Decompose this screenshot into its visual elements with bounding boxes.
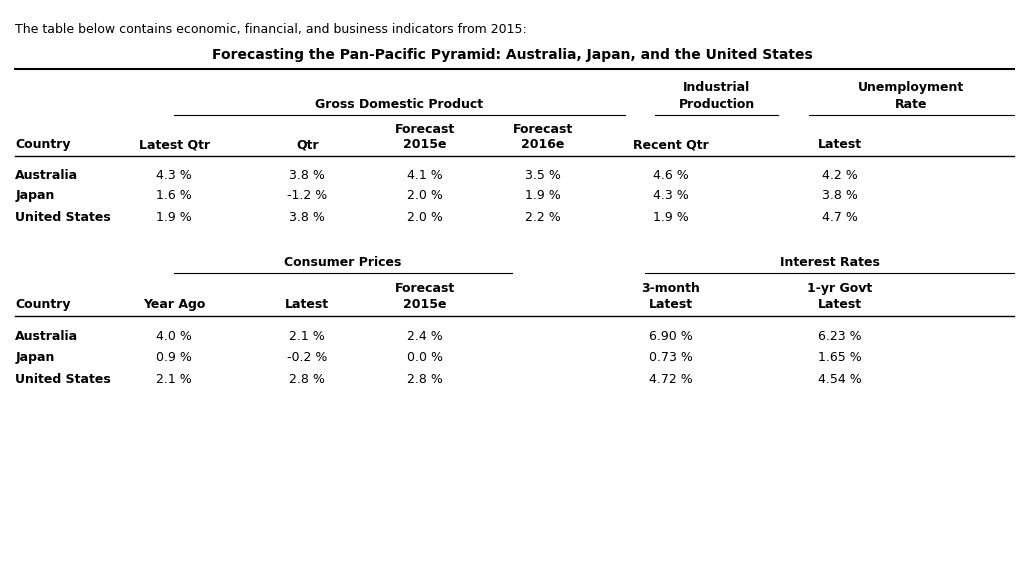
Text: 4.72 %: 4.72 % (649, 373, 692, 386)
Text: 4.3 %: 4.3 % (157, 169, 191, 182)
Text: Consumer Prices: Consumer Prices (285, 256, 401, 269)
Text: Forecast: Forecast (395, 282, 455, 295)
Text: 2015e: 2015e (403, 139, 446, 151)
Text: Production: Production (679, 98, 755, 111)
Text: 4.7 %: 4.7 % (821, 211, 858, 224)
Text: 4.54 %: 4.54 % (818, 373, 861, 386)
Text: 3-month: 3-month (641, 282, 700, 295)
Text: 2016e: 2016e (521, 139, 564, 151)
Text: 2.8 %: 2.8 % (407, 373, 443, 386)
Text: 2.2 %: 2.2 % (525, 211, 560, 224)
Text: Unemployment: Unemployment (858, 81, 965, 94)
Text: 0.0 %: 0.0 % (407, 351, 443, 364)
Text: 6.23 %: 6.23 % (818, 330, 861, 343)
Text: 1.65 %: 1.65 % (818, 351, 861, 364)
Text: 1.9 %: 1.9 % (525, 189, 560, 202)
Text: Forecasting the Pan-Pacific Pyramid: Australia, Japan, and the United States: Forecasting the Pan-Pacific Pyramid: Aus… (212, 48, 812, 62)
Text: 3.8 %: 3.8 % (821, 189, 858, 202)
Text: Rate: Rate (895, 98, 928, 111)
Text: United States: United States (15, 373, 112, 386)
Text: Industrial: Industrial (683, 81, 751, 94)
Text: 4.1 %: 4.1 % (408, 169, 442, 182)
Text: Qtr: Qtr (296, 139, 318, 151)
Text: 0.9 %: 0.9 % (156, 351, 193, 364)
Text: 2.8 %: 2.8 % (289, 373, 326, 386)
Text: Interest Rates: Interest Rates (779, 256, 880, 269)
Text: 2.4 %: 2.4 % (408, 330, 442, 343)
Text: 6.90 %: 6.90 % (649, 330, 692, 343)
Text: 2015e: 2015e (403, 298, 446, 311)
Text: Recent Qtr: Recent Qtr (633, 139, 709, 151)
Text: Forecast: Forecast (513, 123, 572, 136)
Text: 1.9 %: 1.9 % (157, 211, 191, 224)
Text: Australia: Australia (15, 330, 79, 343)
Text: 2.1 %: 2.1 % (290, 330, 325, 343)
Text: The table below contains economic, financial, and business indicators from 2015:: The table below contains economic, finan… (15, 23, 527, 36)
Text: 2.0 %: 2.0 % (407, 211, 443, 224)
Text: 4.0 %: 4.0 % (156, 330, 193, 343)
Text: Japan: Japan (15, 189, 54, 202)
Text: Latest: Latest (648, 298, 693, 311)
Text: 3.5 %: 3.5 % (524, 169, 561, 182)
Text: 1.6 %: 1.6 % (157, 189, 191, 202)
Text: 1.9 %: 1.9 % (653, 211, 688, 224)
Text: Forecast: Forecast (395, 123, 455, 136)
Text: Latest Qtr: Latest Qtr (138, 139, 210, 151)
Text: 1-yr Govt: 1-yr Govt (807, 282, 872, 295)
Text: Country: Country (15, 298, 71, 311)
Text: United States: United States (15, 211, 112, 224)
Text: 3.8 %: 3.8 % (289, 211, 326, 224)
Text: Japan: Japan (15, 351, 54, 364)
Text: Australia: Australia (15, 169, 79, 182)
Text: Country: Country (15, 139, 71, 151)
Text: Year Ago: Year Ago (143, 298, 205, 311)
Text: Latest: Latest (817, 139, 862, 151)
Text: 4.3 %: 4.3 % (653, 189, 688, 202)
Text: 0.73 %: 0.73 % (649, 351, 692, 364)
Text: -0.2 %: -0.2 % (287, 351, 328, 364)
Text: Latest: Latest (817, 298, 862, 311)
Text: 4.6 %: 4.6 % (653, 169, 688, 182)
Text: -1.2 %: -1.2 % (287, 189, 328, 202)
Text: 4.2 %: 4.2 % (822, 169, 857, 182)
Text: Latest: Latest (285, 298, 330, 311)
Text: 2.0 %: 2.0 % (407, 189, 443, 202)
Text: Gross Domestic Product: Gross Domestic Product (315, 98, 483, 111)
Text: 2.1 %: 2.1 % (157, 373, 191, 386)
Text: 3.8 %: 3.8 % (289, 169, 326, 182)
